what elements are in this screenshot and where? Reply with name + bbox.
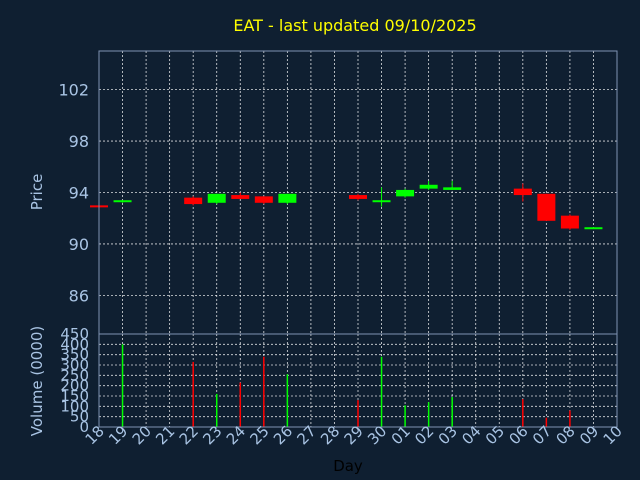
- candle-22: [184, 196, 203, 206]
- volume-bar-03: [451, 397, 453, 427]
- volume-bar-01: [404, 405, 406, 427]
- volume-axis-label: Volume (0000): [28, 326, 46, 436]
- candle-body: [513, 188, 532, 196]
- candle-body: [560, 215, 579, 229]
- candle-01: [396, 188, 415, 198]
- volume-bar-23: [215, 393, 218, 427]
- price-axis-label: Price: [28, 174, 46, 211]
- x-axis-label: Day: [333, 457, 363, 475]
- candle-26: [278, 193, 297, 205]
- candle-body: [537, 193, 556, 221]
- candle-body: [207, 193, 226, 203]
- volume-tick-label: 0: [79, 418, 89, 436]
- volume-tick-label: 250: [60, 366, 89, 384]
- volume-bar-19: [121, 344, 124, 427]
- price-tick-label: 86: [69, 286, 89, 305]
- chart-title: EAT - last updated 09/10/2025: [233, 16, 476, 35]
- volume-tick-label: 450: [60, 325, 89, 343]
- candle-body: [419, 184, 438, 189]
- candle-09: [584, 227, 603, 230]
- volume-bar-26: [286, 374, 289, 427]
- candle-body: [443, 187, 462, 190]
- candle-body: [254, 196, 273, 203]
- candle-body: [278, 193, 297, 203]
- candle-body: [231, 195, 250, 199]
- price-y-tick-labels: 86 90 94 98 102: [58, 81, 89, 306]
- price-tick-label: 90: [69, 235, 89, 254]
- volume-bar-29: [357, 400, 359, 427]
- volume-bar-24: [239, 382, 242, 427]
- candle-08: [560, 214, 579, 230]
- volume-tick-label: 150: [60, 387, 89, 405]
- volume-bar-06: [522, 399, 524, 427]
- candle-body: [184, 197, 203, 205]
- candle-29: [349, 193, 367, 201]
- volume-bar-25: [263, 356, 265, 427]
- candle-body: [113, 200, 132, 203]
- candle-02: [419, 180, 438, 190]
- candle-19: [113, 200, 132, 203]
- candle-body: [584, 227, 603, 230]
- candle-body: [396, 189, 415, 197]
- price-tick-label: 102: [58, 81, 89, 100]
- volume-plot-area: [121, 344, 571, 427]
- candle-23: [207, 193, 226, 205]
- volume-tick-label: 300: [60, 356, 89, 374]
- candle-body: [372, 200, 391, 203]
- candle-30: [372, 187, 391, 207]
- candle-25: [254, 196, 273, 205]
- candle-07: [537, 193, 556, 221]
- x-tick-labels: 1819202122232425262728293001020304050607…: [82, 422, 626, 448]
- volume-bar-07: [545, 417, 548, 427]
- price-tick-label: 94: [69, 184, 89, 203]
- volume-tick-label: 200: [60, 377, 89, 395]
- volume-tick-label: 100: [60, 397, 89, 415]
- volume-bar-02: [427, 402, 430, 427]
- candle-body: [349, 195, 367, 199]
- volume-tick-label: 50: [70, 408, 89, 426]
- volume-tick-label: 350: [60, 346, 89, 364]
- candle-06: [513, 183, 532, 202]
- volume-bar-08: [569, 410, 571, 427]
- price-tick-label: 98: [69, 132, 89, 151]
- volume-frame: [98, 333, 618, 428]
- volume-bar-22: [192, 361, 194, 427]
- volume-bar-30: [380, 356, 383, 427]
- volume-tick-label: 400: [60, 335, 89, 353]
- candle-03: [443, 180, 462, 190]
- candle-24: [231, 192, 250, 199]
